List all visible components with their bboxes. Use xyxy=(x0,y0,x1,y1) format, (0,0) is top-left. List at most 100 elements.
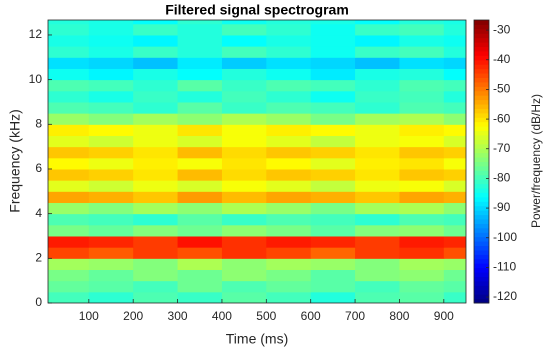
heatmap-cell xyxy=(399,269,445,282)
heatmap-cell xyxy=(133,235,179,248)
heatmap-cell xyxy=(266,113,312,125)
heatmap-cell xyxy=(133,280,179,293)
heatmap-cell xyxy=(133,20,179,25)
colorbar-tick-label: -80 xyxy=(493,171,511,185)
heatmap-cell xyxy=(443,34,466,47)
colorbar-tick-label: -90 xyxy=(493,200,511,214)
x-tick-label: 500 xyxy=(256,309,276,323)
heatmap-cell xyxy=(88,135,134,148)
heatmap-cell xyxy=(177,23,223,36)
heatmap-cell xyxy=(48,202,90,215)
heatmap-cell xyxy=(443,247,466,259)
heatmap-cell xyxy=(48,124,90,136)
heatmap-cell xyxy=(399,191,445,203)
colorbar-step xyxy=(474,86,489,92)
colorbar-step xyxy=(474,112,489,118)
heatmap-cell xyxy=(133,113,179,125)
colorbar-step xyxy=(474,245,489,251)
heatmap-cell xyxy=(221,168,267,181)
colorbar-step xyxy=(474,148,489,154)
x-tick-label: 800 xyxy=(389,309,409,323)
heatmap-cell xyxy=(48,57,90,69)
heatmap-cell xyxy=(221,135,267,148)
colorbar-tick-label: -60 xyxy=(493,111,511,125)
heatmap-cell xyxy=(88,191,134,203)
heatmap-cell xyxy=(48,90,90,103)
heatmap-cell xyxy=(355,146,400,159)
heatmap-cell xyxy=(310,113,356,125)
heatmap-cell xyxy=(88,113,134,125)
heatmap-cell xyxy=(133,157,179,170)
heatmap-cell xyxy=(310,213,356,226)
heatmap-cell xyxy=(177,101,223,114)
heatmap-cell xyxy=(310,280,356,293)
heatmap-cell xyxy=(399,57,445,69)
heatmap-cell xyxy=(399,157,445,170)
heatmap-cell xyxy=(266,235,312,248)
heatmap-cell xyxy=(221,280,267,293)
heatmap-cell xyxy=(221,79,267,92)
heatmap-cell xyxy=(266,157,312,170)
heatmap-cell xyxy=(48,247,90,259)
y-tick-label: 8 xyxy=(35,116,42,130)
colorbar-step xyxy=(474,126,489,132)
heatmap-cell xyxy=(177,258,223,270)
colorbar-step xyxy=(474,20,489,25)
colorbar-step xyxy=(474,298,489,304)
heatmap-cell xyxy=(177,202,223,215)
colorbar-step xyxy=(474,157,489,162)
heatmap-cell xyxy=(355,57,400,69)
heatmap-cell xyxy=(177,79,223,92)
colorbar-step xyxy=(474,241,489,247)
heatmap-cell xyxy=(266,79,312,92)
heatmap-cell xyxy=(266,168,312,181)
heatmap-cell xyxy=(221,113,267,125)
heatmap-cell xyxy=(177,34,223,47)
heatmap-cell xyxy=(399,90,445,103)
heatmap-cell xyxy=(310,46,356,58)
heatmap-cell xyxy=(443,101,466,114)
heatmap-cell xyxy=(355,191,400,203)
x-tick-label: 100 xyxy=(79,309,99,323)
heatmap-cell xyxy=(177,168,223,181)
heatmap-cell xyxy=(48,291,90,303)
y-tick-label: 10 xyxy=(29,72,43,86)
heatmap-cell xyxy=(443,180,466,192)
colorbar-tick-label: -110 xyxy=(493,260,516,274)
heatmap-cell xyxy=(355,258,400,270)
x-tick-label: 700 xyxy=(345,309,365,323)
heatmap-cell xyxy=(399,247,445,259)
colorbar-frame xyxy=(473,19,490,304)
heatmap-cell xyxy=(48,113,90,125)
heatmap-cell xyxy=(399,291,445,303)
colorbar-step xyxy=(474,130,489,136)
colorbar-tick-label: -120 xyxy=(493,289,517,303)
heatmap-cell xyxy=(310,157,356,170)
heatmap-cell xyxy=(177,157,223,170)
heatmap-cell xyxy=(310,146,356,159)
heatmap-cell xyxy=(177,57,223,69)
heatmap-cell xyxy=(443,46,466,58)
heatmap-cell xyxy=(399,202,445,215)
heatmap-cell xyxy=(310,224,356,237)
colorbar-tick-label: -40 xyxy=(493,52,511,66)
heatmap-cell xyxy=(177,224,223,237)
heatmap-cell xyxy=(133,247,179,259)
colorbar-step xyxy=(474,143,489,149)
heatmap-cell xyxy=(133,57,179,69)
heatmap-cell xyxy=(443,202,466,215)
heatmap-cell xyxy=(266,68,312,81)
colorbar-step xyxy=(474,68,489,74)
colorbar-step xyxy=(474,236,489,242)
colorbar-tick-label: -30 xyxy=(493,22,511,36)
colorbar-step xyxy=(474,104,489,109)
heatmap-cell xyxy=(443,224,466,237)
heatmap-cell xyxy=(310,168,356,181)
heatmap-cell xyxy=(266,280,312,293)
heatmap-cell xyxy=(310,180,356,192)
heatmap-cell xyxy=(266,90,312,103)
heatmap-cell xyxy=(399,79,445,92)
colorbar-step xyxy=(474,42,489,48)
colorbar-step xyxy=(474,227,489,233)
